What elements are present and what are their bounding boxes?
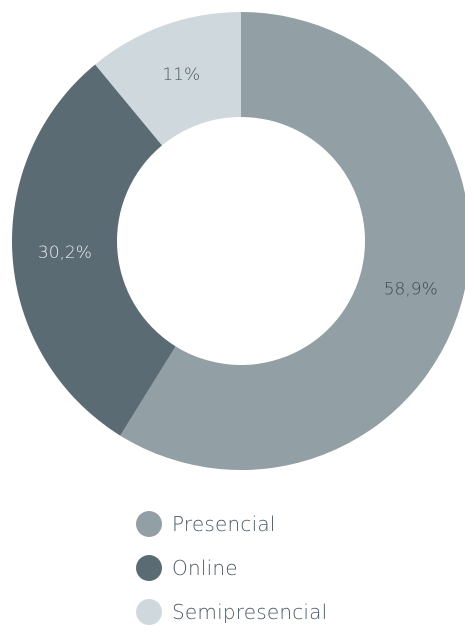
legend-label-semipresencial: Semipresencial [172, 600, 328, 624]
chart-legend: Presencial Online Semipresencial [136, 510, 456, 642]
legend-label-online: Online [172, 556, 238, 580]
donut-slice-semipresencial [95, 12, 242, 146]
legend-swatch-presencial [136, 511, 162, 537]
legend-swatch-online [136, 555, 162, 581]
legend-label-presencial: Presencial [172, 512, 276, 536]
donut-chart-svg: 58,9% 30,2% 11% [11, 12, 465, 470]
donut-chart: 58,9% 30,2% 11% [11, 12, 465, 470]
slice-label-online: 30,2% [38, 243, 92, 263]
slice-label-semipresencial: 11% [162, 65, 200, 85]
legend-item-semipresencial: Semipresencial [136, 598, 456, 626]
slice-label-presencial: 58,9% [384, 279, 438, 299]
donut-slice-presencial [120, 12, 465, 470]
donut-slice-online [11, 64, 176, 436]
legend-item-online: Online [136, 554, 456, 582]
legend-swatch-semipresencial [136, 599, 162, 625]
legend-item-presencial: Presencial [136, 510, 456, 538]
